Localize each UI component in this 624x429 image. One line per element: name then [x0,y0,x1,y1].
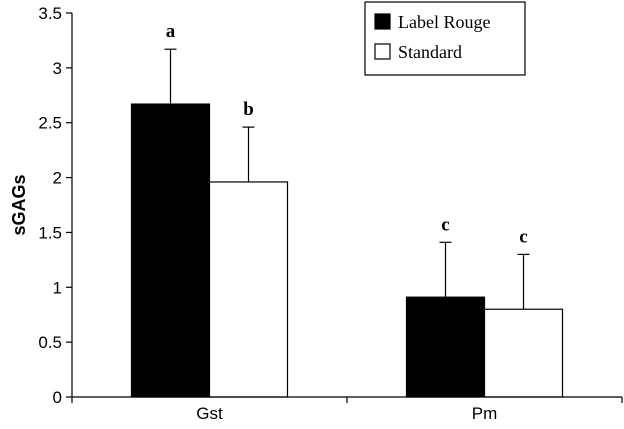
x-category-label: Pm [472,404,498,423]
significance-label: a [166,21,176,42]
y-tick-label: 0 [53,388,62,407]
bar-standard-pm [483,308,564,398]
y-tick-label: 3 [53,59,62,78]
x-category-label: Gst [196,404,223,423]
significance-labels-layer: a b c c [166,21,528,247]
y-tick-label: 1 [53,278,62,297]
legend-box [364,1,526,76]
y-tick-label: 2 [53,169,62,188]
significance-label: c [441,214,449,235]
significance-label: c [519,226,527,247]
legend-entry: Label Rouge [398,12,490,32]
error-bars-layer [164,48,530,310]
bar-standard-gst [208,181,289,398]
x-ticks-layer: Gst Pm [71,397,623,423]
bar-label-rouge-gst [130,103,211,398]
bars-layer [130,103,564,398]
significance-label: b [243,99,254,120]
legend-entry: Standard [398,42,462,62]
bar-label-rouge-pm [405,296,486,398]
y-tick-label: 1.5 [38,223,62,242]
legend-swatch [374,13,391,30]
y-tick-label: 0.5 [38,333,62,352]
y-tick-label: 3.5 [38,4,62,23]
y-tick-label: 2.5 [38,114,62,133]
legend-swatch [374,43,391,60]
legend: Label Rouge Standard [364,1,526,76]
y-ticks-layer: 0 0.5 1 1.5 2 2.5 3 3.5 [38,4,72,407]
y-axis-label: sGAGs [9,174,29,235]
